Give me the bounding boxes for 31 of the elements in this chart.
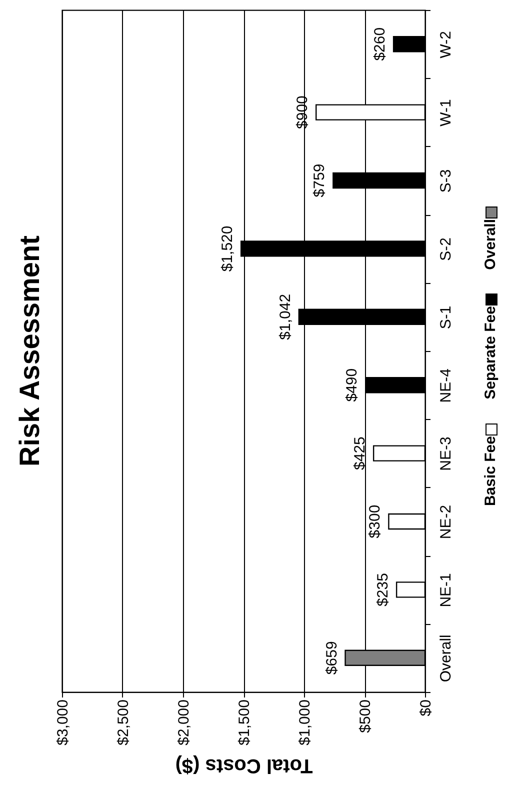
x-tick-label: $500 <box>357 700 374 733</box>
x-tick-label: $3,000 <box>54 700 72 746</box>
data-label: $1,042 <box>276 294 294 340</box>
data-label: $759 <box>311 164 328 198</box>
data-label: $659 <box>323 641 340 675</box>
y-tick-label: W-2 <box>438 30 454 58</box>
x-tick-label: $1,500 <box>236 700 253 746</box>
data-label: $235 <box>374 573 392 606</box>
legend-label: Overall <box>482 219 499 270</box>
y-tick-label: S-3 <box>438 169 454 193</box>
y-tick-label: NE-3 <box>438 436 454 471</box>
legend-label: Separate Fee <box>482 306 499 400</box>
data-label: $300 <box>366 504 384 538</box>
x-tick-label: $2,000 <box>176 700 192 746</box>
y-tick-label: S-1 <box>438 306 454 330</box>
legend-label: Basic Fee <box>482 436 499 506</box>
y-tick-label: NE-1 <box>438 573 454 608</box>
data-label: $260 <box>372 27 389 61</box>
x-tick-label: $0 <box>418 700 434 716</box>
x-axis-title: Total Costs ($) <box>175 754 313 776</box>
y-tick-label: NE-4 <box>438 368 454 403</box>
y-tick-label: Overall <box>438 634 454 682</box>
data-label: $425 <box>352 436 369 470</box>
y-tick-label: NE-2 <box>438 504 454 540</box>
y-tick-label: W-1 <box>438 99 454 126</box>
data-label: $490 <box>344 368 361 402</box>
x-tick-label: $1,000 <box>296 700 314 746</box>
text: Risk Assessment <box>14 236 45 466</box>
data-label: $1,520 <box>219 226 236 272</box>
y-tick-label: S-2 <box>438 238 454 261</box>
x-tick-label: $2,500 <box>115 700 132 746</box>
